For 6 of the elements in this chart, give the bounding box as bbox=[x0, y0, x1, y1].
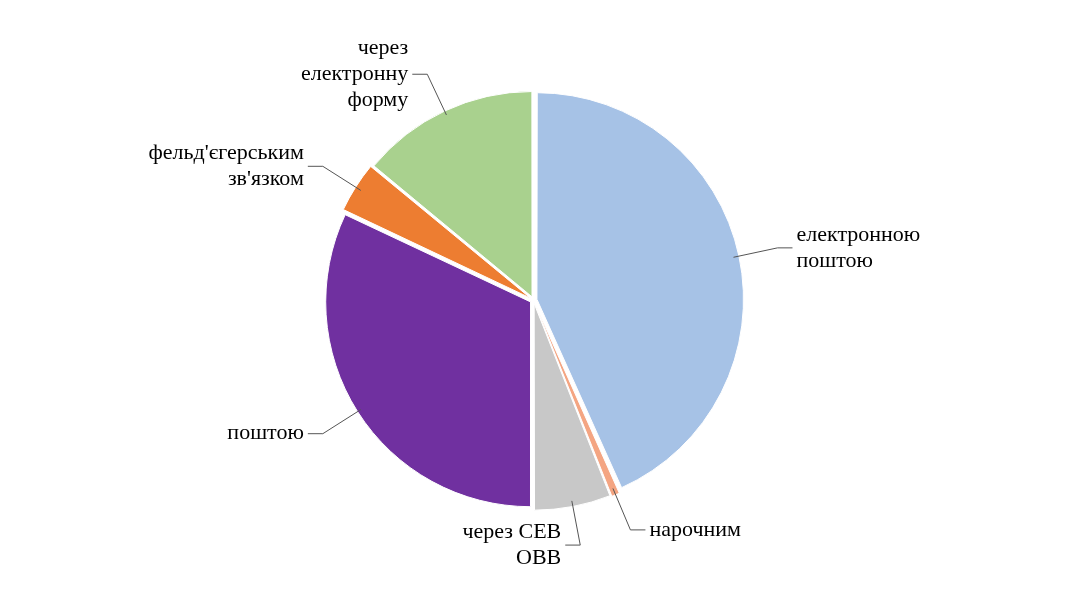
slice-label: через СЕВ ОВВ bbox=[462, 517, 562, 569]
slice-label: електронною поштою bbox=[796, 220, 921, 272]
slice-label: нарочним bbox=[649, 515, 742, 541]
slice-label: фельд'єгерським зв'язком bbox=[148, 139, 304, 191]
slice-label: через електронну форму bbox=[300, 34, 409, 112]
slice-label: поштою bbox=[227, 419, 304, 445]
